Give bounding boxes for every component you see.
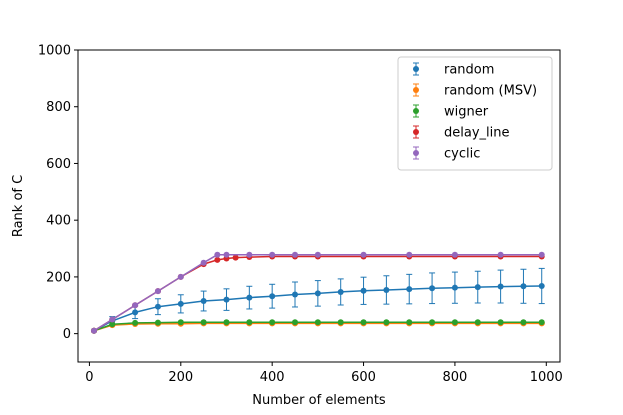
- data-point: [337, 288, 344, 295]
- legend-label: random (MSV): [444, 84, 537, 99]
- data-point: [109, 321, 116, 328]
- legend-label: cyclic: [444, 147, 480, 162]
- y-tick-label: 400: [46, 214, 71, 229]
- data-point: [538, 251, 545, 258]
- series-layer: [90, 251, 545, 334]
- data-point: [200, 298, 207, 305]
- data-point: [269, 319, 276, 326]
- data-point: [360, 251, 367, 258]
- data-point: [177, 273, 184, 280]
- data-point: [232, 254, 239, 261]
- data-point: [154, 319, 161, 326]
- data-point: [109, 316, 116, 323]
- y-tick-label: 0: [63, 327, 71, 342]
- y-axis-label: Rank of C: [11, 175, 26, 237]
- data-point: [292, 319, 299, 326]
- series-random: [90, 267, 545, 334]
- data-point: [177, 319, 184, 326]
- data-point: [177, 300, 184, 307]
- x-tick-label: 0: [85, 370, 93, 385]
- legend-marker: [413, 66, 419, 72]
- data-point: [314, 251, 321, 258]
- data-point: [90, 327, 97, 334]
- data-point: [474, 284, 481, 291]
- legend-marker: [413, 87, 419, 93]
- x-tick-label: 600: [351, 370, 376, 385]
- legend-marker: [413, 129, 419, 135]
- y-tick-label: 800: [46, 100, 71, 115]
- data-point: [383, 286, 390, 293]
- data-point: [132, 309, 139, 316]
- data-point: [200, 319, 207, 326]
- data-point: [429, 285, 436, 292]
- data-point: [246, 294, 253, 301]
- data-point: [451, 284, 458, 291]
- data-point: [429, 319, 436, 326]
- data-point: [269, 251, 276, 258]
- data-point: [292, 291, 299, 298]
- legend-box: [397, 56, 553, 171]
- y-tick-label: 200: [46, 270, 71, 285]
- series-wigner: [90, 319, 545, 334]
- data-point: [497, 319, 504, 326]
- data-point: [154, 288, 161, 295]
- data-point: [497, 251, 504, 258]
- data-point: [474, 319, 481, 326]
- data-point: [406, 251, 413, 258]
- data-point: [223, 251, 230, 258]
- data-point: [406, 286, 413, 293]
- data-point: [360, 287, 367, 294]
- x-tick-label: 800: [443, 370, 468, 385]
- data-point: [538, 282, 545, 289]
- legend-label: wigner: [444, 105, 489, 120]
- data-point: [246, 319, 253, 326]
- data-point: [214, 256, 221, 263]
- data-point: [200, 259, 207, 266]
- legend-label: random: [444, 63, 494, 78]
- data-point: [223, 319, 230, 326]
- data-point: [154, 303, 161, 310]
- data-point: [383, 319, 390, 326]
- legend-label: delay_line: [444, 126, 509, 141]
- y-tick-label: 600: [46, 157, 71, 172]
- data-point: [132, 319, 139, 326]
- data-point: [246, 251, 253, 258]
- y-tick-label: 1000: [38, 44, 71, 59]
- data-point: [214, 251, 221, 258]
- plot-area: [77, 49, 561, 363]
- data-point: [223, 296, 230, 303]
- data-point: [269, 293, 276, 300]
- data-point: [132, 302, 139, 309]
- data-point: [538, 319, 545, 326]
- data-point: [360, 319, 367, 326]
- x-tick-label: 400: [260, 370, 285, 385]
- data-point: [406, 319, 413, 326]
- x-tick-label: 200: [168, 370, 193, 385]
- data-point: [451, 319, 458, 326]
- data-point: [337, 319, 344, 326]
- x-tick-label: 1000: [530, 370, 563, 385]
- data-point: [314, 290, 321, 297]
- x-axis-label: Number of elements: [252, 393, 386, 408]
- data-point: [497, 283, 504, 290]
- data-point: [451, 251, 458, 258]
- data-point: [520, 319, 527, 326]
- series-cyclic: [90, 251, 545, 334]
- axis-ticks: 0 200 400 600 800 1000 0 200 400 600 800 1000: [38, 44, 563, 386]
- legend-marker: [413, 150, 419, 156]
- data-point: [292, 251, 299, 258]
- data-point: [520, 283, 527, 290]
- data-point: [314, 319, 321, 326]
- legend-marker: [413, 108, 419, 114]
